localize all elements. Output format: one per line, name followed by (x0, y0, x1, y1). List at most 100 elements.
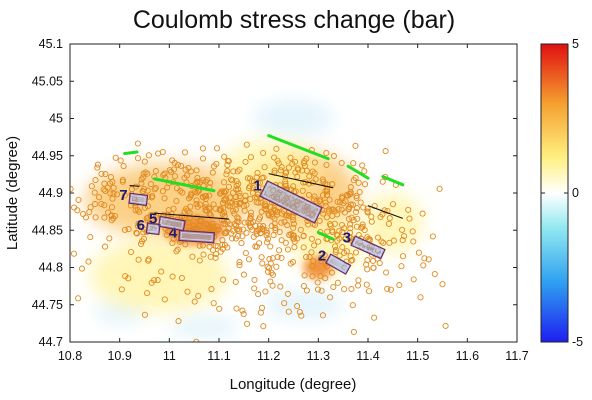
earthquake-point (139, 188, 146, 195)
earthquake-point (376, 260, 383, 267)
chart-title: Coulomb stress change (bar) (133, 6, 455, 34)
y-tick-label: 44.7 (39, 335, 63, 349)
earthquake-point (336, 199, 343, 206)
earthquake-point (209, 169, 216, 176)
earthquake-point (261, 205, 268, 212)
earthquake-point (87, 234, 94, 241)
earthquake-point (282, 180, 289, 187)
earthquake-point (363, 261, 370, 268)
earthquake-point (322, 202, 329, 209)
x-tick-label: 10.9 (107, 349, 131, 363)
earthquake-point (260, 223, 267, 230)
earthquake-point (316, 217, 323, 224)
earthquake-point (260, 149, 267, 157)
earthquake-point (193, 178, 201, 185)
earthquake-point (249, 226, 256, 233)
earthquake-point (213, 145, 221, 152)
earthquake-point (260, 323, 267, 330)
earthquake-point (174, 246, 181, 253)
earthquake-point (285, 308, 292, 315)
earthquake-point (173, 248, 180, 255)
earthquake-point (340, 200, 347, 207)
earthquake-point (343, 248, 350, 255)
earthquake-point (272, 227, 279, 234)
earthquake-point (187, 193, 194, 200)
earthquake-point (133, 230, 140, 237)
earthquake-point (356, 188, 363, 196)
earthquake-point (270, 232, 277, 239)
earthquake-point (384, 285, 391, 292)
earthquake-point (357, 199, 364, 206)
earthquake-point (236, 200, 243, 207)
x-axis-ticks: 10.8 10.9 11 11.1 11.2 11.3 11.4 11.5 11.6 11.7 (58, 44, 529, 363)
earthquake-point (267, 243, 274, 250)
earthquake-point (199, 155, 207, 162)
earthquake-point (196, 257, 203, 264)
earthquake-point (269, 255, 276, 262)
earthquake-point (251, 276, 258, 283)
earthquake-point (343, 192, 350, 199)
earthquake-point (112, 154, 119, 161)
y-axis-ticks: 44.7 44.75 44.8 44.85 44.9 44.95 45 45.05 45.1 (32, 37, 517, 349)
earthquake-point (244, 175, 251, 182)
earthquake-point (138, 180, 145, 187)
earthquake-point (177, 187, 184, 195)
earthquake-point (234, 226, 241, 233)
earthquake-point (378, 238, 385, 245)
colorbar-ticks: 5 0 -5 (541, 37, 583, 349)
earthquake-point (315, 238, 322, 245)
earthquake-point (108, 204, 115, 211)
y-tick-label: 44.95 (32, 149, 63, 163)
earthquake-point (268, 222, 275, 230)
earthquake-point (312, 176, 319, 183)
earthquake-point (360, 204, 367, 211)
earthquake-point (258, 304, 266, 311)
earthquake-point (353, 192, 360, 199)
earthquake-point (364, 205, 371, 212)
earthquake-point (266, 255, 273, 263)
earthquake-point (141, 311, 148, 318)
earthquake-point (277, 167, 284, 174)
earthquake-point (355, 277, 362, 284)
earthquake-point (236, 193, 243, 200)
earthquake-point (144, 290, 151, 297)
earthquake-point (110, 184, 117, 191)
earthquake-point (184, 207, 191, 214)
earthquake-point (332, 243, 339, 250)
earthquake-point (138, 238, 146, 245)
earthquake-point (226, 221, 233, 228)
earthquake-point (118, 286, 125, 293)
earthquake-point (170, 235, 177, 242)
earthquake-point (398, 263, 405, 270)
positive-stress-lobe (89, 237, 229, 313)
earthquake-point (213, 160, 220, 167)
green-fault-trace (381, 175, 405, 187)
earthquake-point (182, 241, 189, 248)
earthquake-point (353, 223, 360, 230)
earthquake-point (161, 296, 168, 303)
earthquake-point (236, 189, 243, 197)
earthquake-point (85, 258, 92, 265)
earthquake-point (243, 229, 250, 236)
fault-plane-6 (145, 222, 161, 236)
earthquake-point (220, 179, 228, 186)
earthquake-point (232, 235, 239, 242)
earthquake-point (352, 174, 359, 181)
fault-plane-1 (259, 180, 323, 224)
earthquake-point (202, 178, 209, 185)
x-tick-label: 11.4 (356, 349, 379, 363)
earthquake-point (253, 231, 260, 238)
earthquake-point (120, 163, 127, 170)
earthquake-point (151, 186, 158, 193)
earthquake-point (92, 177, 99, 184)
earthquake-point (104, 184, 111, 191)
earthquake-point (233, 186, 240, 193)
earthquake-point (161, 170, 168, 177)
earthquake-point (369, 257, 377, 265)
earthquake-point (191, 298, 198, 305)
earthquake-point (258, 199, 265, 206)
fault-label: 3 (343, 230, 351, 247)
earthquake-point (221, 241, 229, 249)
earthquake-point (199, 242, 206, 249)
x-tick-label: 11.2 (257, 349, 280, 363)
